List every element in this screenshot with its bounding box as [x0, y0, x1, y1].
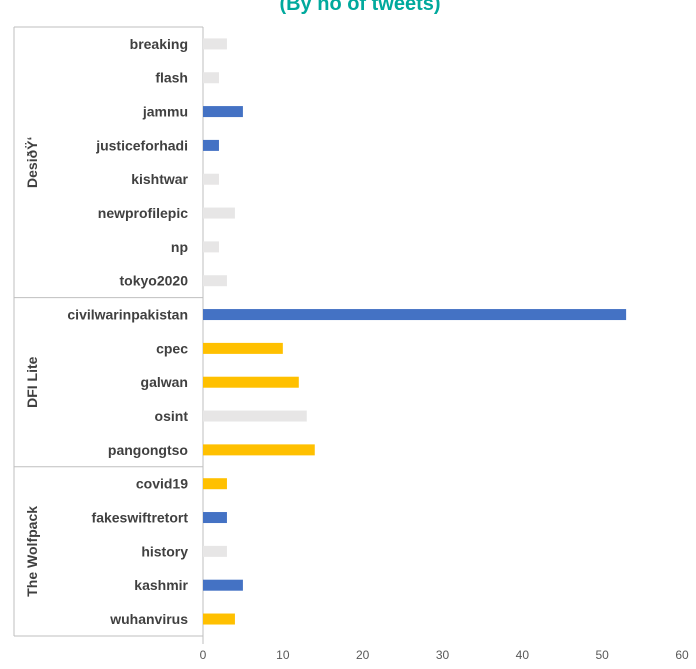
category-label: history	[141, 543, 188, 559]
category-label: justiceforhadi	[95, 137, 188, 153]
category-label: wuhanvirus	[109, 611, 188, 627]
bar-kashmir	[203, 579, 243, 591]
category-label: newprofilepic	[98, 205, 188, 221]
category-label: flash	[155, 70, 188, 86]
bar-justiceforhadi	[203, 139, 219, 151]
bar-civilwarinpakistan	[203, 309, 627, 321]
x-tick-label: 40	[516, 648, 530, 662]
bar-osint	[203, 410, 307, 422]
x-tick-label: 60	[675, 648, 689, 662]
category-label: osint	[155, 408, 189, 424]
category-label: np	[171, 239, 188, 255]
bar-wuhanvirus	[203, 613, 235, 625]
bar-flash	[203, 72, 219, 84]
bar-galwan	[203, 376, 299, 388]
category-label: civilwarinpakistan	[67, 307, 188, 323]
category-label: kashmir	[134, 577, 188, 593]
category-label: cpec	[156, 340, 188, 356]
bars	[203, 38, 627, 625]
x-tick-label: 20	[356, 648, 370, 662]
category-frame	[13, 26, 204, 644]
x-tick-label: 10	[276, 648, 290, 662]
category-label: tokyo2020	[120, 273, 189, 289]
category-label: galwan	[141, 374, 188, 390]
group-labels: DesiðŸ‘ DFI Lite The Wolfpack	[24, 137, 40, 597]
bar-fakeswiftretort	[203, 512, 227, 524]
chart-title: (By no of tweets)	[279, 0, 440, 15]
category-label: kishtwar	[131, 171, 188, 187]
bar-breaking	[203, 38, 227, 50]
x-tick-label: 0	[200, 648, 207, 662]
x-tick-label: 50	[595, 648, 609, 662]
bar-pangongtso	[203, 444, 315, 456]
x-tick-label: 30	[436, 648, 450, 662]
bar-covid19	[203, 478, 227, 490]
bar-history	[203, 545, 227, 557]
bar-jammu	[203, 106, 243, 118]
bar-np	[203, 241, 219, 253]
x-axis-ticks: 0 10 20 30 40 50 60	[200, 648, 689, 662]
category-label: breaking	[130, 36, 188, 52]
category-label: fakeswiftretort	[92, 510, 189, 526]
category-label: jammu	[142, 104, 188, 120]
bar-tokyo2020	[203, 275, 227, 287]
bar-cpec	[203, 342, 283, 354]
group-label: DesiðŸ‘	[24, 137, 40, 188]
category-label: covid19	[136, 476, 188, 492]
category-labels: breaking flash jammu justiceforhadi kishtwar…	[67, 36, 188, 627]
category-label: pangongtso	[108, 442, 188, 458]
bar-kishtwar	[203, 173, 219, 185]
group-label: DFI Lite	[24, 356, 40, 408]
bar-newprofilepic	[203, 207, 235, 219]
group-label: The Wolfpack	[24, 506, 40, 597]
